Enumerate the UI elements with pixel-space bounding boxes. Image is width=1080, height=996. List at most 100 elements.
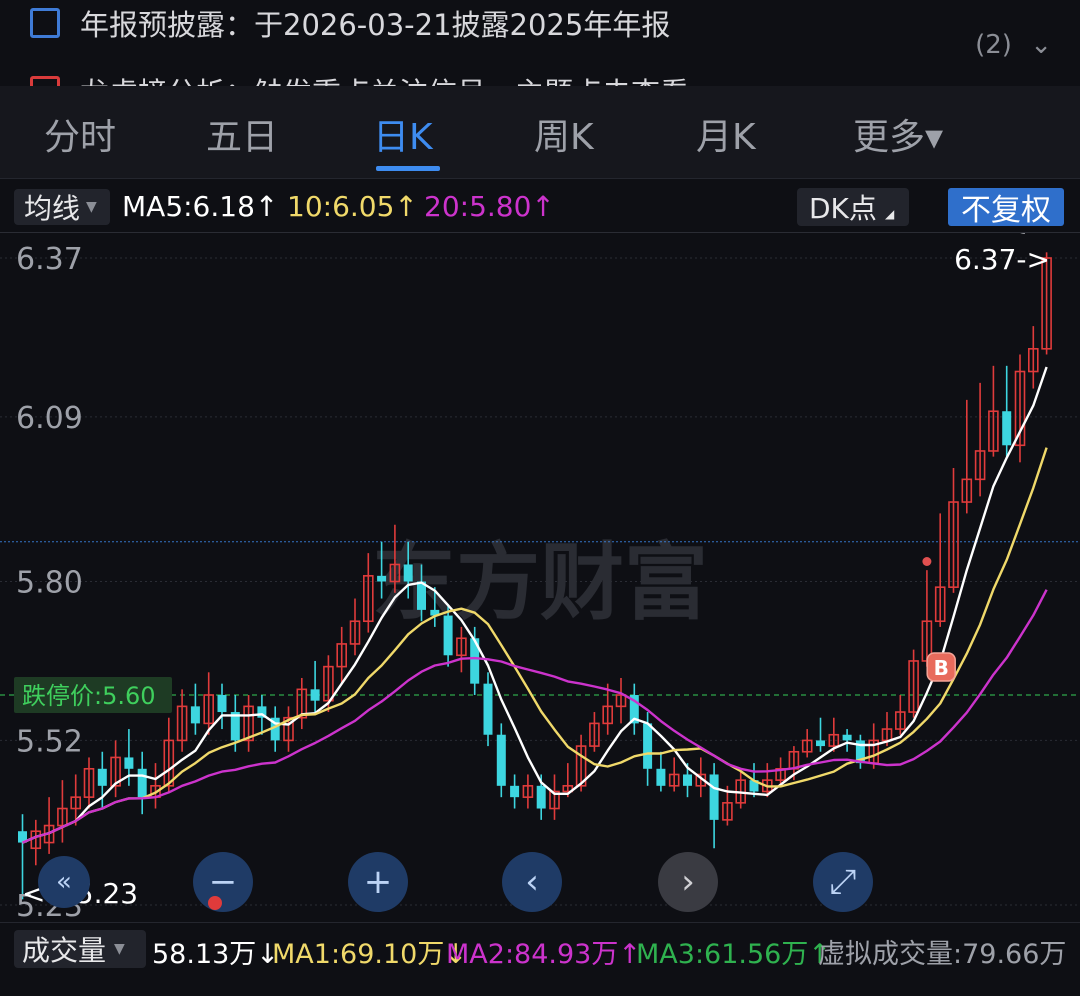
buy-marker-bg <box>926 652 956 682</box>
y-tick-label: 5.52 <box>16 724 83 759</box>
candle-body <box>828 733 840 747</box>
volume-bar <box>0 922 1080 996</box>
corner-triangle-icon: ◢ <box>884 207 895 221</box>
candlestick-chart[interactable]: 东方财富跌停价:5.60B6.376.095.805.525.236.37-><… <box>0 232 1080 922</box>
chevron-right-icon: › <box>681 862 695 902</box>
candle-body <box>296 688 308 719</box>
scroll-right-button[interactable]: › <box>658 852 718 912</box>
tab-five-day[interactable]: 五日 <box>206 117 279 158</box>
candle-body <box>749 780 759 792</box>
candle-body <box>456 637 467 657</box>
candle-body <box>270 717 280 741</box>
scroll-left-button[interactable]: ‹ <box>502 852 562 912</box>
candle-body <box>842 734 852 741</box>
active-tab-indicator <box>376 166 440 171</box>
candle-body <box>230 712 240 741</box>
candle-body <box>575 745 587 787</box>
limit-down-label-bg <box>14 677 172 714</box>
notice-line-2: 龙虎榜分析：触发重点关注信号，主题点击查看 <box>80 70 689 86</box>
candle-body <box>615 694 627 708</box>
ma5-value: MA5:6.18↑ <box>122 190 279 223</box>
virtual-volume: 虚拟成交量:79.66万 <box>818 939 1067 970</box>
plus-icon: + <box>363 862 393 902</box>
candle-body <box>1014 370 1026 447</box>
dk-point-label: DK点 <box>809 192 877 225</box>
y-tick-label: 5.80 <box>16 566 83 601</box>
notice-area[interactable]: 年报预披露：于2026-03-21披露2025年年报 龙虎榜分析：触发重点关注信… <box>0 0 1080 86</box>
zoom-in-button[interactable]: + <box>348 852 408 912</box>
candle-body <box>988 410 999 452</box>
no-adjust-button[interactable]: 不复权 <box>948 188 1064 228</box>
report-icon <box>30 8 60 38</box>
candle-body <box>403 564 413 582</box>
candle-body <box>934 586 946 623</box>
candle-body <box>948 501 959 588</box>
y-tick-label: 6.37 <box>16 242 83 277</box>
tab-more[interactable]: 更多▾ <box>853 117 944 158</box>
notice-dragon-tiger[interactable]: 龙虎榜分析：触发重点关注信号，主题点击查看 <box>30 70 689 86</box>
notice-expand[interactable]: (2) ⌄ <box>975 30 1052 60</box>
volume-selector-label: 成交量 <box>22 934 107 967</box>
candle-body <box>1002 411 1012 446</box>
candle-body <box>443 615 453 656</box>
candle-body <box>310 689 320 701</box>
chevron-left-icon: ‹ <box>525 862 539 902</box>
candle-body <box>362 575 374 623</box>
scroll-start-button[interactable]: « <box>38 856 90 908</box>
candle-body <box>124 757 134 769</box>
candle-body <box>709 774 719 820</box>
candle-body <box>470 638 480 684</box>
candle-body <box>816 740 825 747</box>
candle-body <box>203 694 214 725</box>
candle-body <box>602 705 614 725</box>
zoom-out-button[interactable]: − <box>193 852 253 912</box>
candle-body <box>57 807 68 827</box>
notice-line-1: 年报预披露：于2026-03-21披露2025年年报 <box>80 8 671 42</box>
candle-body <box>283 716 294 742</box>
tab-daily-k[interactable]: 日K <box>373 117 433 158</box>
candle-body <box>974 450 986 481</box>
candle-body <box>722 802 733 821</box>
tab-intraday[interactable]: 分时 <box>44 117 117 158</box>
notification-dot <box>208 896 222 910</box>
volume-ma3: MA3:61.56万↑ <box>636 939 831 970</box>
candle-body <box>536 785 546 809</box>
double-chevron-left-icon: « <box>56 867 72 897</box>
tab-monthly-k[interactable]: 月K <box>696 117 756 158</box>
last-price-label: 6.37-> <box>954 243 1050 276</box>
ma-selector-label: 均线 <box>24 192 81 225</box>
candle-body <box>417 581 426 610</box>
candle-body <box>961 478 973 503</box>
candle-body <box>190 706 200 724</box>
candle-body <box>483 683 493 735</box>
candle-body <box>908 660 919 713</box>
candle-body <box>349 620 361 645</box>
signal-dot <box>922 557 932 566</box>
dropdown-icon: ▼ <box>114 941 125 957</box>
volume-value: 58.13万↓ <box>152 939 279 970</box>
candle-body <box>336 643 348 668</box>
candle-body <box>163 739 175 787</box>
candle-body <box>643 723 653 769</box>
ma5-line <box>22 366 1048 844</box>
dk-point-toggle[interactable]: DK点 ◢ <box>797 188 909 226</box>
notice-count: (2) <box>975 30 1012 60</box>
watermark: 东方财富 <box>372 534 708 632</box>
candle-body <box>894 711 906 730</box>
ma-selector[interactable]: 均线 ▼ <box>14 189 110 225</box>
candle-body <box>110 756 121 787</box>
candle-body <box>496 734 506 786</box>
candle-body <box>589 722 600 747</box>
tab-weekly-k[interactable]: 周K <box>534 117 594 158</box>
fullscreen-button[interactable]: ⤢ <box>813 852 873 912</box>
alert-icon <box>30 76 60 86</box>
notice-annual-report[interactable]: 年报预披露：于2026-03-21披露2025年年报 <box>30 2 670 44</box>
buy-marker-label: B <box>934 656 949 680</box>
candle-body <box>18 831 27 843</box>
volume-selector[interactable]: 成交量 ▼ <box>14 930 146 968</box>
candle-body <box>629 695 639 724</box>
candle-body <box>562 785 574 793</box>
candle-body <box>801 739 813 753</box>
candle-body <box>323 665 334 702</box>
candle-body <box>217 695 227 713</box>
